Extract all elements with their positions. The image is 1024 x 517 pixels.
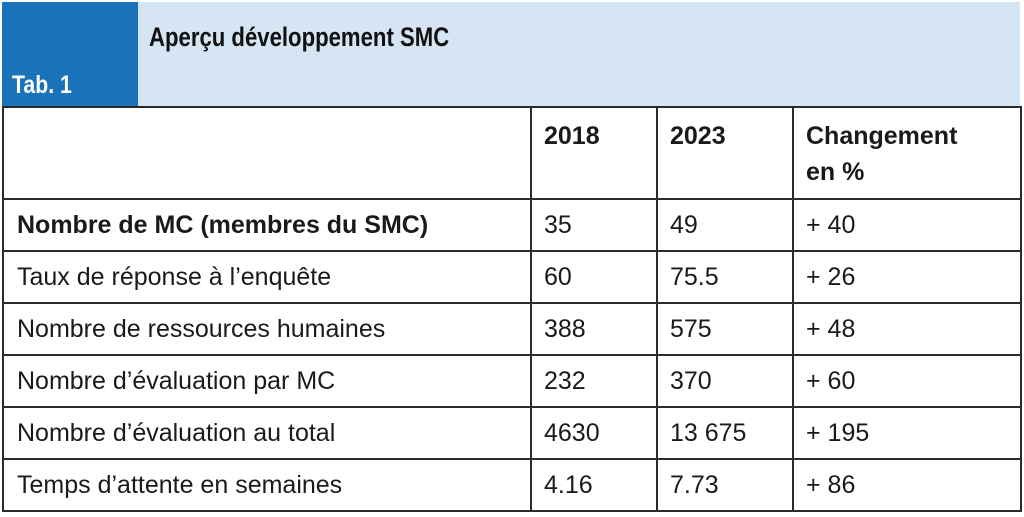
table-row: Nombre d’évaluation au total 4630 13 675 + … (2, 406, 1022, 460)
cell-change: + 86 (792, 458, 1022, 512)
row-label: Taux de réponse à l’enquête (2, 250, 532, 304)
table-row: Taux de réponse à l’enquête 60 75.5 + 26 (2, 250, 1022, 304)
column-header-change-line1: Changement (806, 122, 958, 150)
cell-2023: 49 (656, 198, 794, 252)
cell-change: + 40 (792, 198, 1022, 252)
table-row: Nombre d’évaluation par MC 232 370 + 60 (2, 354, 1022, 408)
cell-2023: 7.73 (656, 458, 794, 512)
cell-2018: 60 (530, 250, 658, 304)
cell-2023: 370 (656, 354, 794, 408)
row-label: Nombre d’évaluation par MC (2, 354, 532, 408)
cell-change: + 48 (792, 302, 1022, 356)
column-header-2023: 2023 (656, 106, 794, 200)
column-header-change-line2: en % (806, 158, 865, 186)
table-body: Nombre de MC (membres du SMC) 35 49 + 40 Tau… (2, 198, 1022, 512)
column-header-label (2, 106, 532, 200)
cell-2023: 13 675 (656, 406, 794, 460)
cell-2018: 4.16 (530, 458, 658, 512)
header-row: 2018 2023 Changement en % (2, 106, 1022, 200)
column-header-2018: 2018 (530, 106, 658, 200)
table-title: Aperçu développement SMC (149, 22, 450, 52)
cell-change: + 26 (792, 250, 1022, 304)
cell-2018: 4630 (530, 406, 658, 460)
table-header: Tab. 1 Aperçu développement SMC (2, 2, 1020, 106)
cell-2018: 35 (530, 198, 658, 252)
cell-change: + 60 (792, 354, 1022, 408)
table-row: Nombre de MC (membres du SMC) 35 49 + 40 (2, 198, 1022, 252)
row-label: Temps d’attente en semaines (2, 458, 532, 512)
row-label: Nombre d’évaluation au total (2, 406, 532, 460)
column-header-change: Changement en % (792, 106, 1022, 200)
table-number: Tab. 1 (12, 71, 72, 99)
cell-2018: 232 (530, 354, 658, 408)
table-row: Temps d’attente en semaines 4.16 7.73 + 86 (2, 458, 1022, 512)
cell-2018: 388 (530, 302, 658, 356)
cell-2023: 75.5 (656, 250, 794, 304)
table-row: Nombre de ressources humaines 388 575 + 48 (2, 302, 1022, 356)
data-table: 2018 2023 Changement en % Nombre de MC (m… (2, 106, 1022, 512)
cell-2023: 575 (656, 302, 794, 356)
row-label: Nombre de ressources humaines (2, 302, 532, 356)
row-label: Nombre de MC (membres du SMC) (2, 198, 532, 252)
cell-change: + 195 (792, 406, 1022, 460)
table-number-badge: Tab. 1 (2, 2, 138, 106)
